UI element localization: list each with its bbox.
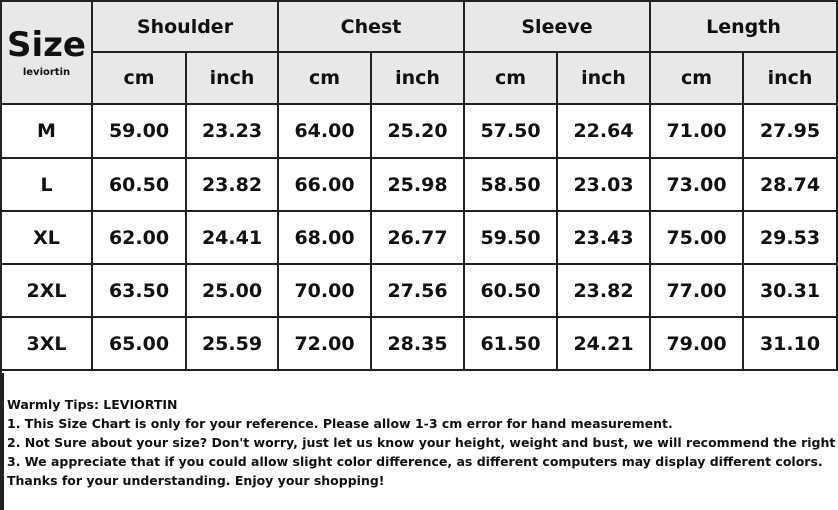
size-header: Size leviortin: [2, 2, 93, 105]
size-name: 3XL: [2, 318, 93, 371]
measurement: 27.95: [744, 105, 838, 159]
measurement: 57.50: [465, 105, 558, 159]
unit-header: inch: [744, 53, 838, 105]
unit-header: inch: [372, 53, 465, 105]
measurement: 28.35: [372, 318, 465, 371]
measurement: 24.41: [187, 212, 279, 265]
measurement: 73.00: [651, 159, 744, 212]
size-name: 2XL: [2, 265, 93, 318]
measurement: 63.50: [93, 265, 187, 318]
measurement: 60.50: [465, 265, 558, 318]
measurement: 24.21: [558, 318, 651, 371]
measurement: 61.50: [465, 318, 558, 371]
measurement: 71.00: [651, 105, 744, 159]
unit-header: cm: [465, 53, 558, 105]
measurement: 25.00: [187, 265, 279, 318]
measurement: 65.00: [93, 318, 187, 371]
measurement: 68.00: [279, 212, 372, 265]
measurement: 58.50: [465, 159, 558, 212]
tip-line: 3. We appreciate that if you could allow…: [7, 454, 823, 469]
group-header: Chest: [279, 2, 465, 53]
measurement: 23.23: [187, 105, 279, 159]
size-name: XL: [2, 212, 93, 265]
measurement: 23.82: [558, 265, 651, 318]
measurement: 22.64: [558, 105, 651, 159]
measurement: 23.82: [187, 159, 279, 212]
measurement: 27.56: [372, 265, 465, 318]
brand: leviortin: [22, 67, 71, 78]
measurement: 28.74: [744, 159, 838, 212]
size-name: L: [2, 159, 93, 212]
measurement: 60.50: [93, 159, 187, 212]
measurement: 75.00: [651, 212, 744, 265]
measurement: 23.03: [558, 159, 651, 212]
measurement: 29.53: [744, 212, 838, 265]
measurement: 59.50: [465, 212, 558, 265]
group-header: Length: [651, 2, 838, 53]
tip-line: Thanks for your understanding. Enjoy you…: [7, 473, 385, 488]
tip-line: 1. This Size Chart is only for your refe…: [7, 416, 673, 431]
group-header: Sleeve: [465, 2, 651, 53]
measurement: 62.00: [93, 212, 187, 265]
measurement: 79.00: [651, 318, 744, 371]
tip-line: 2. Not Sure about your size? Don't worry…: [7, 435, 838, 450]
tips-title: Warmly Tips: LEVIORTIN: [7, 397, 178, 412]
size-name: M: [2, 105, 93, 159]
unit-header: cm: [279, 53, 372, 105]
measurement: 25.20: [372, 105, 465, 159]
measurement: 30.31: [744, 265, 838, 318]
measurement: 59.00: [93, 105, 187, 159]
measurement: 64.00: [279, 105, 372, 159]
measurement: 26.77: [372, 212, 465, 265]
unit-header: inch: [558, 53, 651, 105]
measurement: 70.00: [279, 265, 372, 318]
measurement: 31.10: [744, 318, 838, 371]
measurement: 23.43: [558, 212, 651, 265]
measurement: 72.00: [279, 318, 372, 371]
unit-header: cm: [651, 53, 744, 105]
unit-header: inch: [187, 53, 279, 105]
tips-box: Warmly Tips: LEVIORTIN 1. This Size Char…: [2, 373, 838, 510]
group-header: Shoulder: [93, 2, 279, 53]
measurement: 77.00: [651, 265, 744, 318]
measurement: 66.00: [279, 159, 372, 212]
measurement: 25.98: [372, 159, 465, 212]
unit-header: cm: [93, 53, 187, 105]
measurement: 25.59: [187, 318, 279, 371]
size-label: Size: [7, 25, 86, 65]
